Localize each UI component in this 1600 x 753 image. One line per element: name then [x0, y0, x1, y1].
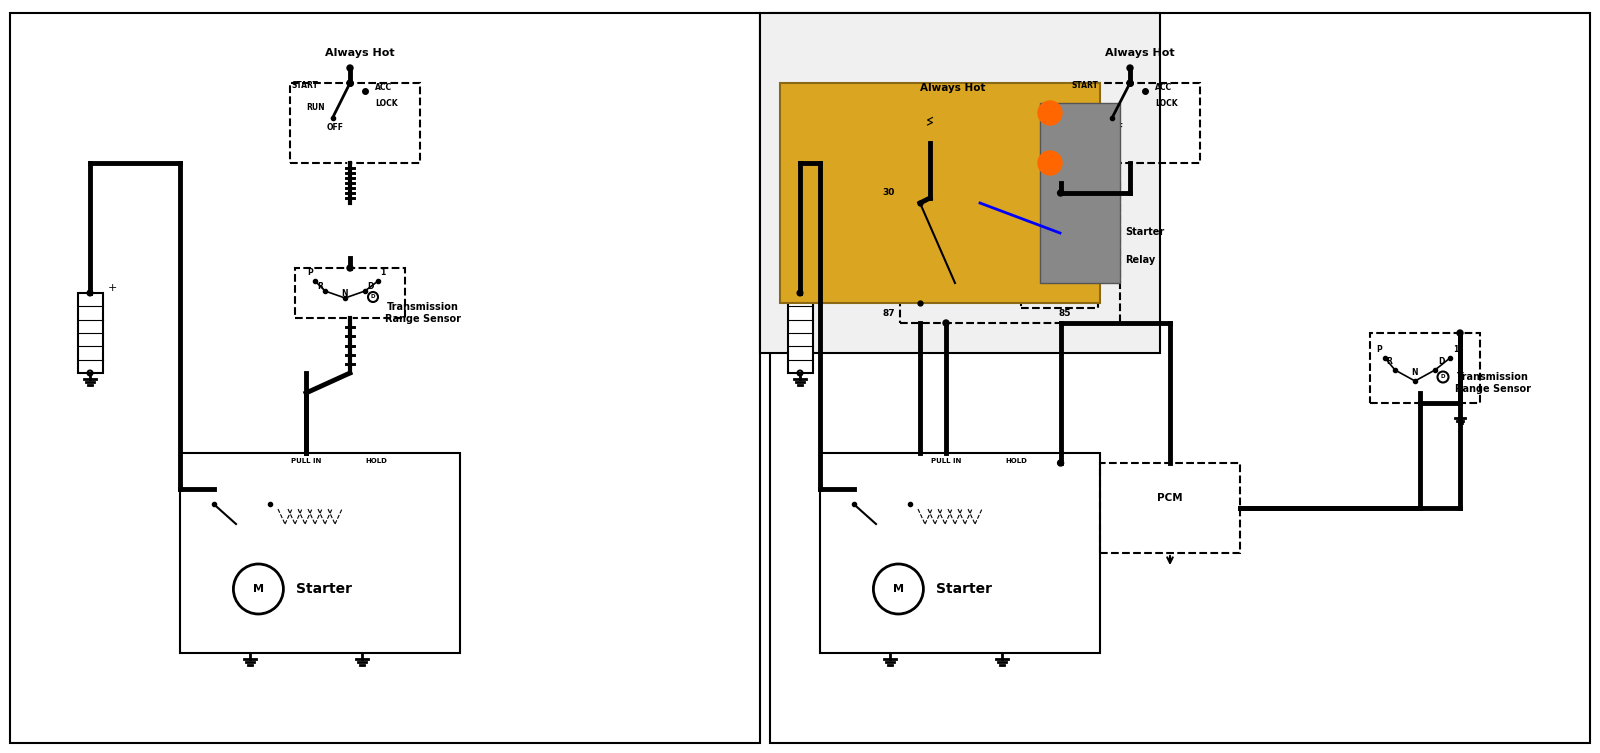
Circle shape — [1458, 330, 1462, 336]
Text: +: + — [109, 283, 117, 293]
Text: Always Hot: Always Hot — [920, 83, 986, 93]
Polygon shape — [760, 13, 1160, 353]
Text: Starter: Starter — [296, 582, 352, 596]
Text: ACC: ACC — [1155, 84, 1173, 93]
Text: PULL IN: PULL IN — [291, 458, 322, 464]
Circle shape — [1058, 190, 1064, 196]
Text: OFF: OFF — [1107, 123, 1123, 133]
Text: N: N — [1411, 368, 1418, 377]
Text: HOLD: HOLD — [1005, 458, 1027, 464]
Text: PULL IN: PULL IN — [931, 458, 962, 464]
Circle shape — [347, 80, 354, 86]
Polygon shape — [926, 115, 934, 127]
Circle shape — [1038, 151, 1062, 175]
Text: P: P — [1376, 345, 1382, 354]
Text: D: D — [1438, 357, 1445, 366]
Text: Starter: Starter — [936, 582, 992, 596]
Polygon shape — [787, 293, 813, 373]
Circle shape — [1126, 80, 1133, 86]
Circle shape — [1058, 460, 1064, 466]
Circle shape — [347, 265, 354, 271]
Text: M: M — [253, 584, 264, 594]
Bar — [1040, 103, 1120, 283]
Polygon shape — [77, 293, 102, 373]
Text: 1: 1 — [1453, 345, 1458, 354]
Text: D: D — [1440, 374, 1445, 380]
Text: 30: 30 — [883, 188, 894, 197]
Text: D: D — [366, 282, 373, 291]
Bar — [781, 83, 1101, 303]
Text: Always Hot: Always Hot — [325, 48, 395, 58]
Circle shape — [1126, 65, 1133, 71]
Text: N: N — [342, 289, 349, 298]
Text: PCM: PCM — [1157, 493, 1182, 503]
Circle shape — [942, 320, 949, 326]
Text: HOLD: HOLD — [365, 458, 387, 464]
Text: M: M — [893, 584, 904, 594]
Circle shape — [1038, 101, 1062, 125]
Text: Relay: Relay — [1125, 255, 1155, 265]
Text: D: D — [371, 294, 376, 300]
Text: ACC: ACC — [374, 84, 392, 93]
Text: RUN: RUN — [1086, 103, 1106, 112]
Text: 86: 86 — [1059, 188, 1072, 197]
Text: Always Hot: Always Hot — [1106, 48, 1174, 58]
Text: Starter: Starter — [1125, 227, 1165, 237]
Text: P: P — [307, 268, 314, 277]
Circle shape — [347, 65, 354, 71]
Text: START: START — [1070, 81, 1098, 90]
Text: 1: 1 — [381, 268, 386, 277]
Text: R: R — [317, 282, 323, 291]
Text: 87: 87 — [882, 309, 894, 318]
Text: 85: 85 — [1059, 309, 1072, 318]
Text: R: R — [1386, 357, 1392, 366]
Text: LOCK: LOCK — [1155, 99, 1178, 108]
Text: Transmission
Range Sensor: Transmission Range Sensor — [1454, 372, 1531, 394]
Text: RUN: RUN — [306, 103, 325, 112]
Text: Transmission
Range Sensor: Transmission Range Sensor — [386, 302, 461, 324]
Text: LOCK: LOCK — [374, 99, 398, 108]
Text: OFF: OFF — [326, 123, 344, 133]
Text: START: START — [291, 81, 318, 90]
